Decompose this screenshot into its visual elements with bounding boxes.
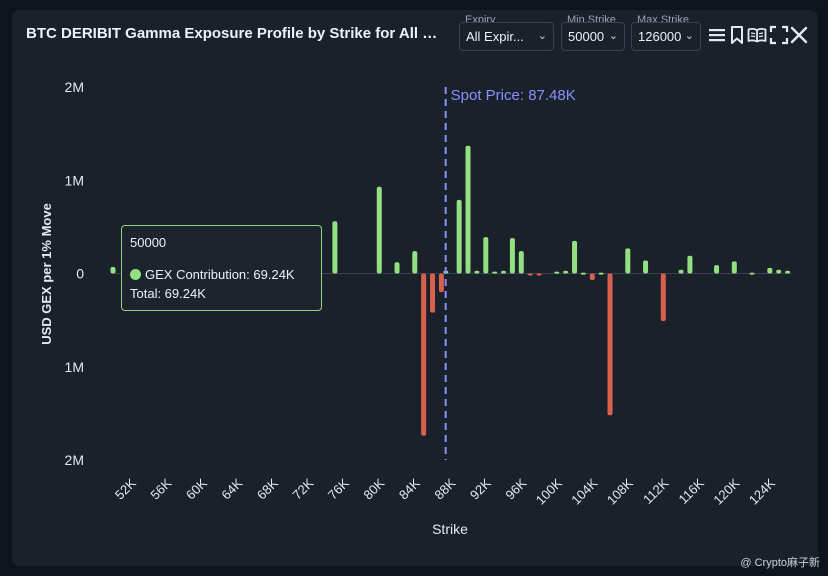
- gex-bar[interactable]: [563, 270, 569, 274]
- x-tick-label: 120K: [710, 475, 742, 507]
- x-tick-label: 108K: [604, 475, 636, 507]
- expiry-select[interactable]: All Expir... ⌄: [459, 22, 554, 51]
- gex-bar[interactable]: [465, 145, 471, 274]
- x-tick-label: 52K: [112, 475, 139, 502]
- gex-bar[interactable]: [536, 273, 542, 276]
- close-icon[interactable]: [789, 25, 809, 45]
- gex-bar[interactable]: [483, 237, 489, 274]
- max-strike-select[interactable]: 126000 ⌄: [631, 22, 701, 51]
- y-tick-label: 1M: [65, 359, 84, 375]
- x-axis-ticks: 52K 56K 60K 64K 68K 72K 76K 80K 84K 88K 92K 96K 100K…: [112, 475, 778, 507]
- chevron-down-icon: ⌄: [608, 30, 618, 42]
- gex-bar[interactable]: [714, 265, 720, 274]
- tooltip-series-row: GEX Contribution: 69.24K: [130, 267, 295, 282]
- gex-bar[interactable]: [589, 273, 595, 281]
- fullscreen-icon[interactable]: [769, 25, 789, 45]
- gex-bar[interactable]: [776, 269, 782, 274]
- gex-bar[interactable]: [554, 271, 560, 274]
- gex-bar[interactable]: [749, 272, 755, 275]
- gex-bar[interactable]: [332, 221, 338, 274]
- gex-bar[interactable]: [421, 273, 427, 436]
- gex-bar[interactable]: [687, 255, 693, 274]
- gex-bar[interactable]: [527, 273, 533, 276]
- gex-bar[interactable]: [518, 251, 524, 274]
- gex-bar[interactable]: [430, 273, 436, 313]
- tooltip-strike: 50000: [130, 235, 167, 250]
- gex-bar[interactable]: [456, 199, 462, 274]
- gex-bar[interactable]: [678, 269, 684, 274]
- expiry-value: All Expir...: [466, 29, 524, 44]
- x-tick-label: 112K: [640, 475, 672, 507]
- x-tick-label: 104K: [568, 475, 600, 507]
- gex-bar[interactable]: [509, 238, 515, 274]
- min-strike-select[interactable]: 50000 ⌄: [561, 22, 625, 51]
- chevron-down-icon: ⌄: [537, 30, 547, 42]
- x-tick-label: 56K: [147, 475, 174, 502]
- x-axis-label: Strike: [432, 521, 468, 537]
- gex-bar[interactable]: [598, 272, 604, 275]
- x-tick-label: 124K: [746, 475, 778, 507]
- gex-bar[interactable]: [660, 273, 666, 322]
- series-dot-icon: [130, 269, 141, 280]
- x-tick-label: 96K: [502, 475, 529, 502]
- menu-icon[interactable]: [707, 25, 727, 45]
- x-tick-label: 76K: [325, 475, 352, 502]
- y-tick-label: 1M: [65, 172, 84, 188]
- x-tick-label: 116K: [676, 475, 708, 507]
- chevron-down-icon: ⌄: [684, 30, 694, 42]
- gex-bar[interactable]: [607, 273, 613, 416]
- x-tick-label: 64K: [218, 475, 245, 502]
- max-strike-value: 126000: [638, 29, 682, 44]
- watermark: @ Crypto麻子新: [740, 557, 820, 569]
- gex-bar[interactable]: [767, 267, 773, 274]
- gex-bar[interactable]: [625, 248, 631, 274]
- min-strike-value: 50000: [568, 29, 605, 44]
- y-tick-label: 2M: [65, 452, 84, 468]
- gex-bar[interactable]: [785, 270, 791, 274]
- gex-bar[interactable]: [412, 251, 418, 274]
- x-tick-label: 72K: [289, 475, 316, 502]
- chart-tooltip: 50000 GEX Contribution: 69.24K Total: 69…: [121, 225, 322, 311]
- gex-bar[interactable]: [394, 262, 400, 274]
- bar-series: [110, 145, 791, 436]
- gex-bar[interactable]: [501, 270, 507, 274]
- y-tick-label: 0: [76, 266, 84, 282]
- gex-bar[interactable]: [474, 270, 480, 274]
- bookmark-icon[interactable]: [727, 25, 747, 45]
- y-tick-label: 2M: [65, 79, 84, 95]
- gex-bar[interactable]: [731, 261, 737, 274]
- x-tick-label: 80K: [360, 475, 387, 502]
- tooltip-series-value: GEX Contribution: 69.24K: [145, 267, 295, 282]
- x-tick-label: 100K: [533, 475, 565, 507]
- gex-bar[interactable]: [376, 186, 382, 274]
- gex-bar[interactable]: [572, 240, 578, 274]
- gex-bar[interactable]: [492, 271, 498, 274]
- y-axis-label: USD GEX per 1% Move: [39, 203, 54, 345]
- x-tick-label: 92K: [467, 475, 494, 502]
- gex-bar[interactable]: [438, 273, 444, 293]
- x-tick-label: 88K: [431, 475, 458, 502]
- tooltip-total: Total: 69.24K: [130, 286, 206, 301]
- x-tick-label: 60K: [183, 475, 210, 502]
- gex-bar[interactable]: [643, 260, 649, 274]
- book-icon[interactable]: [747, 25, 767, 45]
- x-tick-label: 68K: [254, 475, 281, 502]
- spot-price-label: Spot Price: 87.48K: [451, 87, 576, 104]
- x-tick-label: 84K: [396, 475, 423, 502]
- gex-bar[interactable]: [580, 272, 586, 275]
- gex-bar[interactable]: [110, 267, 116, 274]
- y-axis-ticks: 2M 1M 0 1M 2M: [65, 79, 85, 468]
